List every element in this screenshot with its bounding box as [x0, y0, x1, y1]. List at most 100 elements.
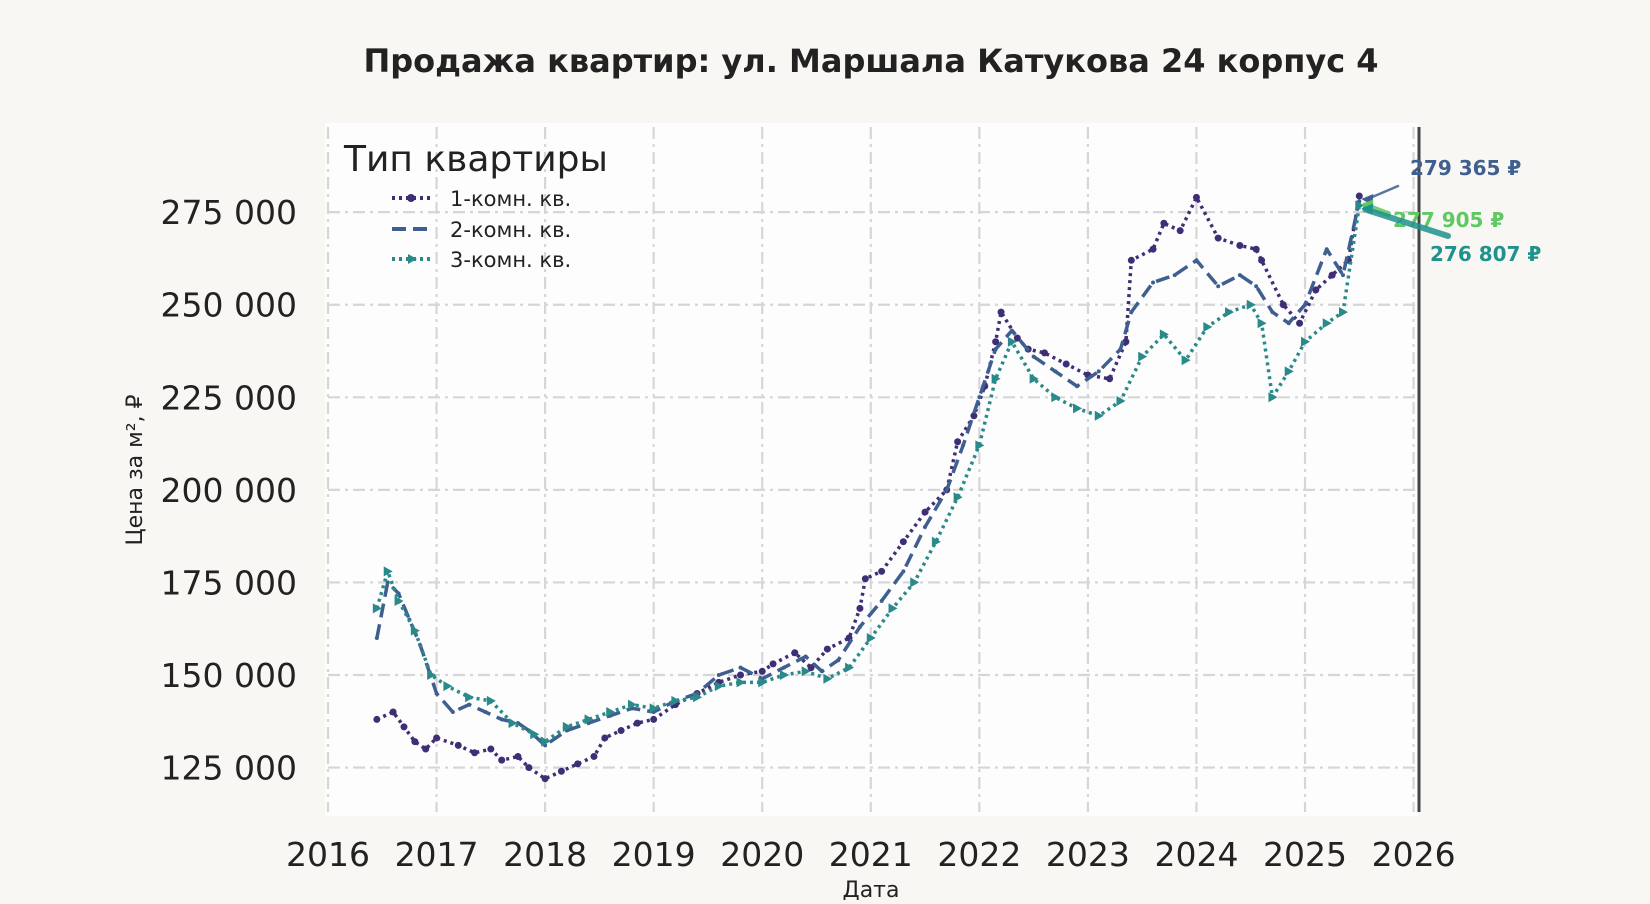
data-point	[1237, 273, 1242, 278]
data-point	[791, 649, 799, 657]
data-point	[1341, 273, 1346, 278]
x-tick-label: 2020	[720, 835, 804, 874]
data-point	[923, 524, 928, 529]
data-point	[514, 752, 522, 760]
chart-title: Продажа квартир: ул. Маршала Катукова 24…	[363, 42, 1378, 80]
data-point	[861, 575, 869, 583]
y-tick-label: 250 000	[161, 286, 297, 325]
legend: Тип квартиры 1-комн. кв. 2-комн. кв. 3-к…	[343, 139, 608, 272]
data-point	[992, 338, 1000, 346]
data-point	[411, 738, 419, 746]
data-point	[1254, 284, 1259, 289]
data-point	[557, 767, 565, 775]
y-tick-label: 125 000	[161, 749, 297, 788]
data-point	[574, 760, 582, 768]
data-point	[901, 569, 906, 574]
legend-item-2: 2-комн. кв.	[392, 218, 571, 242]
data-point	[1246, 299, 1256, 310]
data-point	[590, 752, 598, 760]
data-point	[716, 673, 721, 677]
legend-label-2: 2-комн. кв.	[450, 218, 571, 242]
data-point	[1116, 396, 1126, 406]
data-point	[977, 395, 982, 400]
data-point	[779, 670, 789, 680]
data-point	[541, 736, 551, 747]
data-point	[617, 727, 625, 735]
data-point	[801, 666, 811, 677]
data-point	[1303, 302, 1308, 307]
data-point	[633, 719, 641, 727]
data-point	[434, 691, 439, 696]
data-point	[650, 715, 658, 723]
data-point	[649, 703, 659, 714]
data-point	[471, 749, 479, 757]
data-point	[888, 603, 898, 614]
data-point	[1013, 334, 1021, 342]
data-point	[1129, 310, 1134, 315]
data-point	[1324, 247, 1329, 252]
annotation-1: 279 365 ₽	[1361, 156, 1521, 205]
x-tick-label: 2026	[1372, 835, 1456, 874]
data-point	[1031, 354, 1036, 359]
grid	[326, 127, 1419, 812]
data-point	[769, 660, 777, 668]
data-point	[508, 718, 518, 729]
data-point	[1270, 310, 1275, 315]
data-point	[483, 710, 488, 715]
data-point	[1322, 318, 1332, 329]
data-point	[1009, 328, 1014, 333]
data-point	[1301, 336, 1311, 347]
data-point	[389, 708, 397, 716]
data-point	[823, 645, 831, 653]
data-point	[993, 347, 998, 352]
data-point	[606, 707, 616, 718]
data-point	[601, 734, 609, 742]
data-point	[1192, 193, 1200, 201]
data-point	[819, 669, 824, 674]
data-point	[807, 664, 815, 672]
data-point	[1286, 321, 1291, 326]
data-point	[1138, 351, 1148, 362]
data-point	[1127, 256, 1135, 264]
data-point	[1118, 347, 1123, 352]
data-point	[1339, 307, 1349, 318]
data-point	[385, 580, 390, 585]
data-point	[1181, 355, 1191, 366]
data-point	[1296, 319, 1304, 327]
data-point	[541, 775, 549, 783]
data-point	[1284, 366, 1294, 377]
data-point	[970, 412, 978, 420]
data-point	[400, 723, 408, 731]
x-tick-label: 2024	[1154, 835, 1238, 874]
data-point	[997, 308, 1005, 316]
data-point	[410, 625, 420, 636]
data-point	[931, 536, 941, 547]
series-group	[372, 192, 1365, 783]
data-point	[836, 658, 841, 663]
data-point	[383, 566, 393, 577]
data-point	[498, 756, 506, 764]
y-tick-label: 200 000	[161, 471, 297, 510]
data-point	[562, 721, 572, 732]
series-line-2	[375, 201, 1362, 748]
data-point	[738, 665, 743, 670]
data-point	[1268, 392, 1278, 403]
x-tick-label: 2019	[612, 835, 696, 874]
legend-label-3: 3-комн. кв.	[450, 248, 571, 272]
data-point	[1151, 280, 1156, 285]
data-point	[374, 635, 379, 640]
x-tick-label: 2023	[1046, 835, 1130, 874]
data-point	[1258, 256, 1266, 264]
data-point	[373, 715, 381, 723]
data-point	[1122, 338, 1130, 346]
data-point	[944, 487, 949, 492]
annotations: 279 365 ₽ 277 905 ₽ 276 807 ₽	[1361, 156, 1541, 266]
legend-marker-3	[408, 254, 417, 264]
data-point	[845, 662, 855, 673]
data-point	[530, 729, 540, 740]
annotation-arrow	[1362, 206, 1451, 239]
data-point	[803, 654, 808, 659]
data-point	[1051, 392, 1061, 403]
data-point	[910, 577, 920, 588]
